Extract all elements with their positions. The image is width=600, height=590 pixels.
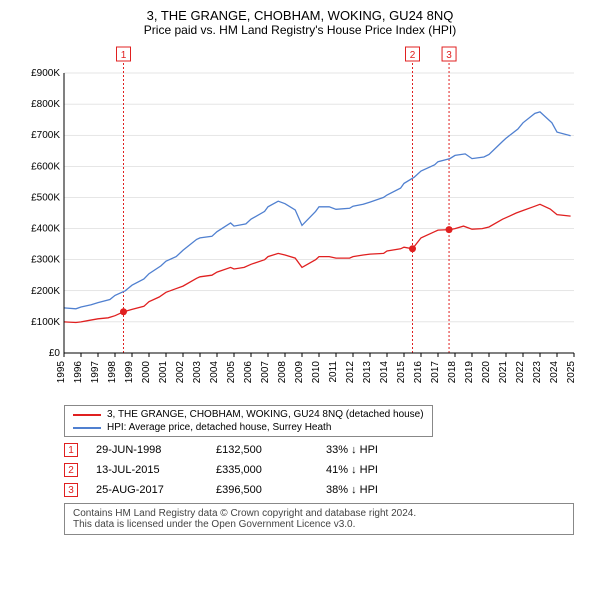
svg-text:2014: 2014 (379, 361, 390, 384)
svg-text:2003: 2003 (192, 361, 203, 384)
events-table: 1 29-JUN-1998£132,50033% ↓ HPI 2 13-JUL-201… (64, 443, 574, 497)
event-date: 13-JUL-2015 (96, 464, 216, 476)
legend-swatch (73, 427, 101, 429)
event-date: 25-AUG-2017 (96, 484, 216, 496)
svg-text:1: 1 (121, 50, 127, 61)
svg-text:£600K: £600K (31, 161, 60, 172)
legend: 3, THE GRANGE, CHOBHAM, WOKING, GU24 8NQ… (64, 405, 433, 437)
svg-text:1998: 1998 (107, 361, 118, 384)
event-price: £396,500 (216, 484, 326, 496)
attribution-line-1: Contains HM Land Registry data © Crown c… (73, 508, 565, 519)
svg-text:2012: 2012 (345, 361, 356, 384)
event-row: 1 29-JUN-1998£132,50033% ↓ HPI (64, 443, 574, 457)
chart-title: 3, THE GRANGE, CHOBHAM, WOKING, GU24 8NQ (16, 8, 584, 23)
svg-text:2001: 2001 (158, 361, 169, 384)
legend-label: 3, THE GRANGE, CHOBHAM, WOKING, GU24 8NQ… (107, 409, 424, 420)
svg-text:2009: 2009 (294, 361, 305, 384)
svg-text:£900K: £900K (31, 68, 60, 79)
svg-text:2002: 2002 (175, 361, 186, 384)
event-row: 2 13-JUL-2015£335,00041% ↓ HPI (64, 463, 574, 477)
svg-text:2013: 2013 (362, 361, 373, 384)
chart-container: 3, THE GRANGE, CHOBHAM, WOKING, GU24 8NQ… (0, 0, 600, 590)
svg-text:2022: 2022 (515, 361, 526, 384)
svg-text:2020: 2020 (481, 361, 492, 384)
svg-text:£400K: £400K (31, 224, 60, 235)
svg-text:2018: 2018 (447, 361, 458, 384)
chart-subtitle: Price paid vs. HM Land Registry's House … (16, 23, 584, 37)
event-price: £132,500 (216, 444, 326, 456)
event-date: 29-JUN-1998 (96, 444, 216, 456)
event-hpi-delta: 41% ↓ HPI (326, 464, 436, 476)
event-marker: 3 (64, 483, 78, 497)
svg-text:2005: 2005 (226, 361, 237, 384)
event-marker: 1 (64, 443, 78, 457)
svg-text:2021: 2021 (498, 361, 509, 384)
svg-text:2010: 2010 (311, 361, 322, 384)
svg-text:1995: 1995 (56, 361, 67, 384)
svg-text:2016: 2016 (413, 361, 424, 384)
attribution-line-2: This data is licensed under the Open Gov… (73, 519, 565, 530)
attribution-box: Contains HM Land Registry data © Crown c… (64, 503, 574, 535)
svg-text:1997: 1997 (90, 361, 101, 384)
svg-text:£500K: £500K (31, 192, 60, 203)
svg-text:2006: 2006 (243, 361, 254, 384)
svg-text:1996: 1996 (73, 361, 84, 384)
svg-text:£800K: £800K (31, 99, 60, 110)
svg-text:2023: 2023 (532, 361, 543, 384)
svg-text:2007: 2007 (260, 361, 271, 384)
chart-svg: £0 £100K £200K £300K £400K £500K £600K £700K £80… (16, 43, 584, 403)
svg-text:2000: 2000 (141, 361, 152, 384)
svg-text:2: 2 (410, 50, 416, 61)
svg-text:1999: 1999 (124, 361, 135, 384)
svg-text:£100K: £100K (31, 317, 60, 328)
event-marker: 2 (64, 463, 78, 477)
legend-row: 3, THE GRANGE, CHOBHAM, WOKING, GU24 8NQ… (73, 409, 424, 420)
chart-area: £0 £100K £200K £300K £400K £500K £600K £700K £80… (16, 43, 584, 403)
event-hpi-delta: 33% ↓ HPI (326, 444, 436, 456)
svg-text:2019: 2019 (464, 361, 475, 384)
legend-row: HPI: Average price, detached house, Surr… (73, 422, 424, 433)
event-price: £335,000 (216, 464, 326, 476)
svg-text:3: 3 (446, 50, 452, 61)
svg-text:2004: 2004 (209, 361, 220, 384)
svg-text:2011: 2011 (328, 361, 339, 383)
svg-text:£300K: £300K (31, 255, 60, 266)
legend-swatch (73, 414, 101, 416)
svg-text:2015: 2015 (396, 361, 407, 384)
svg-text:2024: 2024 (549, 361, 560, 384)
svg-text:£700K: £700K (31, 130, 60, 141)
svg-text:2025: 2025 (566, 361, 577, 384)
svg-text:2017: 2017 (430, 361, 441, 384)
svg-text:£0: £0 (49, 348, 61, 359)
event-hpi-delta: 38% ↓ HPI (326, 484, 436, 496)
svg-text:£200K: £200K (31, 286, 60, 297)
legend-label: HPI: Average price, detached house, Surr… (107, 422, 331, 433)
event-row: 3 25-AUG-2017£396,50038% ↓ HPI (64, 483, 574, 497)
svg-text:2008: 2008 (277, 361, 288, 384)
